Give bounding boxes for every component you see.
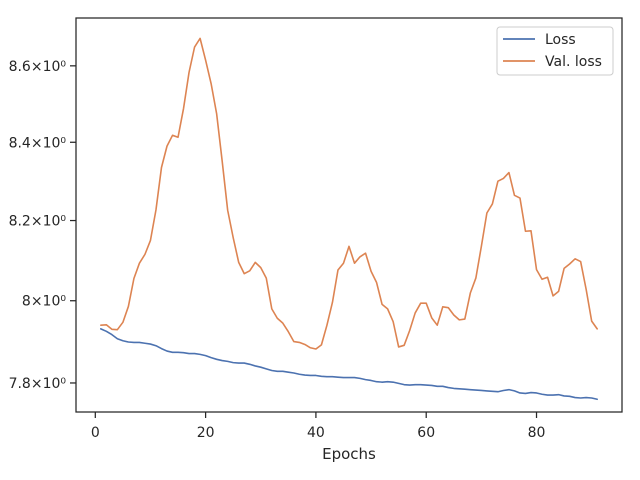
y-axis: 7.8×10⁰ 8×10⁰ 8.2×10⁰ 8.4×10⁰ 8.6×10⁰	[9, 59, 76, 392]
legend-entries: Loss Val. loss	[503, 32, 602, 70]
x-tick-label: 0	[91, 425, 100, 441]
x-tick-label: 20	[197, 425, 215, 441]
x-tick-label: 60	[417, 425, 435, 441]
axes-frame	[75, 17, 623, 413]
series-line-1	[100, 37, 598, 350]
y-tick-label: 7.8×10⁰	[9, 376, 67, 392]
y-tick-label: 8.4×10⁰	[9, 135, 67, 151]
series-line-0	[100, 328, 598, 401]
x-tick-label: 80	[528, 425, 546, 441]
legend: Loss Val. loss	[496, 26, 614, 76]
y-tick-label: 8×10⁰	[22, 294, 66, 310]
y-tick-label: 8.2×10⁰	[9, 214, 67, 230]
x-axis: 0 20 40 60 80	[91, 412, 546, 441]
y-tick-label: 8.6×10⁰	[9, 59, 67, 75]
plot-area	[75, 17, 623, 413]
series-layer	[100, 37, 598, 401]
legend-label-0: Loss	[545, 32, 576, 48]
x-axis-label: Epochs	[322, 445, 376, 463]
legend-label-1: Val. loss	[545, 54, 602, 70]
x-tick-label: 40	[307, 425, 325, 441]
